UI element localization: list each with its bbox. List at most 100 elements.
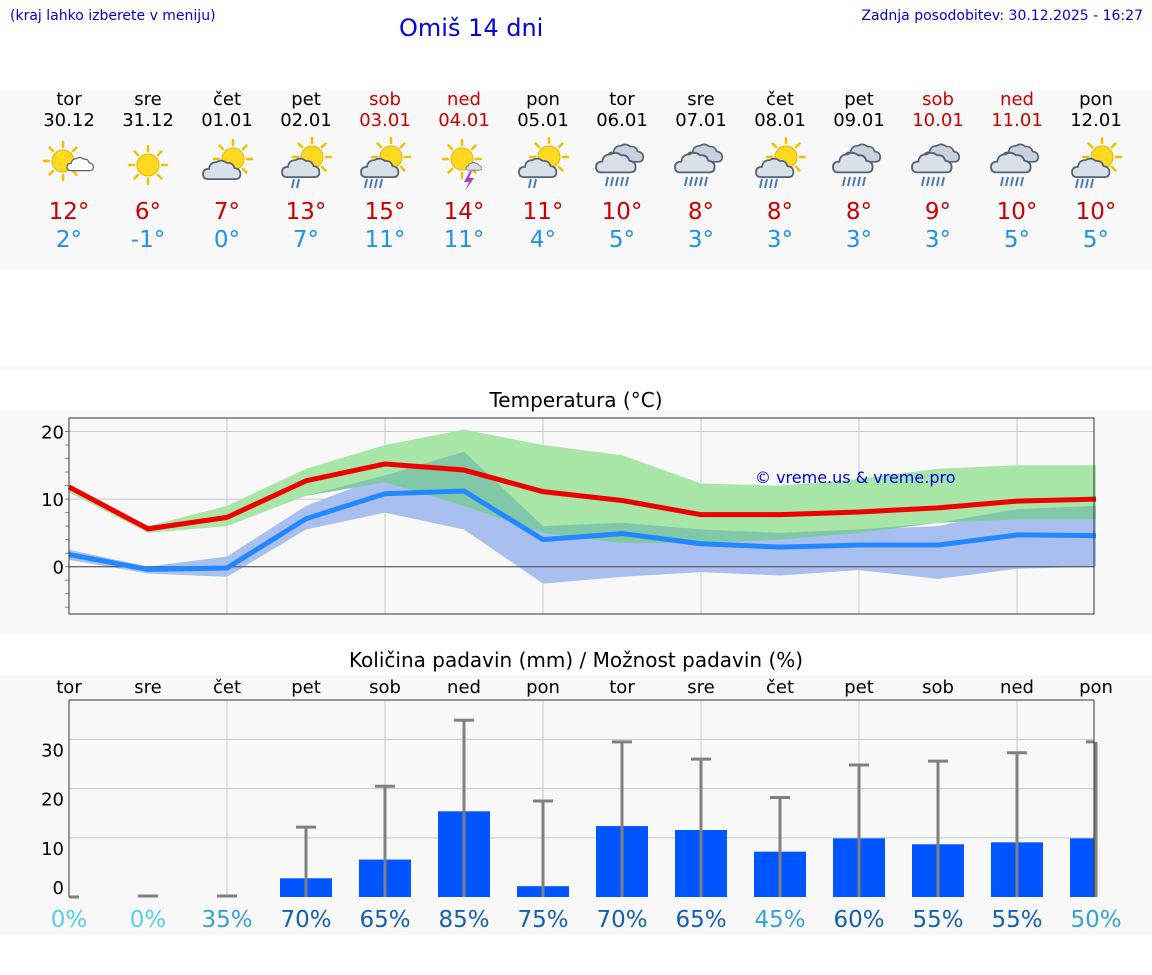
partly-cloudy-icon [29,132,109,198]
precipitation-probability: 55% [991,907,1042,933]
forecast-day: ned 04.01 14° 11° [424,90,504,254]
forecast-day: sre 31.12 6° -1° [108,90,188,254]
min-temperature: 5° [608,227,636,253]
precipitation-probability: 85% [438,907,489,933]
forecast-day: tor 06.01 10° 5° [582,90,662,254]
day-date: 31.12 [122,110,174,131]
day-name: tor [609,89,635,110]
day-name: ned [447,89,481,110]
day-date: 11.01 [991,110,1043,131]
max-temperature: 13° [285,199,327,225]
precipitation-probability: 60% [833,907,884,933]
day-name: sre [134,89,162,110]
day-date: 02.01 [280,110,332,131]
day-date: 06.01 [596,110,648,131]
max-temperature: 7° [213,199,241,225]
precipitation-probability: 35% [201,907,252,933]
day-date: 03.01 [359,110,411,131]
sunny-icon [108,132,188,198]
x-category-label: tor [56,677,82,698]
min-temperature: 4° [529,227,557,253]
day-name: ned [1000,89,1034,110]
x-category-label: tor [609,677,635,698]
day-date: 30.12 [43,110,95,131]
precipitation-probability: 55% [912,907,963,933]
x-category-label: sob [369,677,401,698]
temperature-chart: © vreme.us & vreme.pro 20 10 0 [41,417,1097,615]
precipitation-probability: 45% [754,907,805,933]
x-category-label: pon [526,677,560,698]
day-date: 05.01 [517,110,569,131]
y-tick-label: 20 [41,423,64,444]
max-temperature: 10° [601,199,643,225]
sun-cloud-rain-icon [345,132,425,198]
max-temperature: 6° [134,199,162,225]
precipitation-probability: 50% [1070,907,1121,933]
forecast-day: pet 02.01 13° 7° [266,90,346,254]
forecast-day: čet 01.01 7° 0° [187,90,267,254]
min-temperature: 3° [766,227,794,253]
day-name: sre [687,89,715,110]
watermark: © vreme.us & vreme.pro [755,468,956,487]
forecast-strip [0,90,1152,270]
max-temperature: 14° [443,199,485,225]
day-date: 09.01 [833,110,885,131]
cloud-rain-icon [661,132,741,198]
day-name: čet [212,89,242,110]
max-temperature: 8° [687,199,715,225]
forecast-day: pon 12.01 10° 5° [1056,90,1136,254]
day-name: pon [1079,89,1113,110]
max-temperature: 12° [48,199,90,225]
min-temperature-line [68,488,1097,572]
min-temperature: 11° [443,227,485,253]
y-tick-label: 20 [41,790,64,811]
page-title: Omiš 14 dni [399,14,544,42]
precipitation-probability: 75% [517,907,568,933]
min-temperature: 3° [924,227,952,253]
day-name: pet [291,89,321,110]
x-category-label: ned [1000,677,1034,698]
y-tick-label: 0 [53,878,64,899]
max-temperature: 10° [1075,199,1117,225]
y-tick-label: 10 [41,839,64,860]
day-name: sob [922,89,954,110]
precipitation-probability: 0% [51,907,88,933]
precipitation-probability: 70% [596,907,647,933]
precipitation-bar [1070,838,1094,897]
overlap-range-band [69,451,1096,544]
day-name: sob [369,89,401,110]
forecast-day: sre 07.01 8° 3° [661,90,741,254]
x-category-label: pon [1079,677,1113,698]
max-temperature: 15° [364,199,406,225]
x-category-label: ned [447,677,481,698]
max-temperature: 10° [996,199,1038,225]
divider [0,365,1152,370]
min-temperature: -1° [130,227,166,253]
sun-thunder-icon [424,132,504,198]
day-date: 04.01 [438,110,490,131]
min-temperature: 0° [213,227,241,253]
precipitation-probability: 70% [280,907,331,933]
x-category-label: sre [687,677,714,698]
min-temperature: 2° [55,227,83,253]
location-menu-note[interactable]: (kraj lahko izberete v meniju) [10,8,216,24]
forecast-day: sob 10.01 9° 3° [898,90,978,254]
y-tick-label: 30 [41,740,64,761]
forecast-day: pet 09.01 8° 3° [819,90,899,254]
x-category-label: sre [134,677,161,698]
cloud-rain-icon [977,132,1057,198]
sun-cloud-light-rain-icon [503,132,583,198]
cloud-rain-icon [819,132,899,198]
max-temperature-line [67,461,1097,532]
x-category-label: sob [922,677,954,698]
min-temperature: 3° [687,227,715,253]
precipitation-chart: 30 20 10 0 tor sre čet pet sob ned pon tor sre čet pet… [41,677,1121,933]
precipitation-probability: 65% [359,907,410,933]
min-temperature: 3° [845,227,873,253]
x-category-label: čet [213,677,241,698]
max-temperature: 9° [924,199,952,225]
sun-cloud-light-rain-icon [266,132,346,198]
day-name: tor [56,89,82,110]
day-date: 10.01 [912,110,964,131]
sun-cloud-rain-icon [740,132,820,198]
